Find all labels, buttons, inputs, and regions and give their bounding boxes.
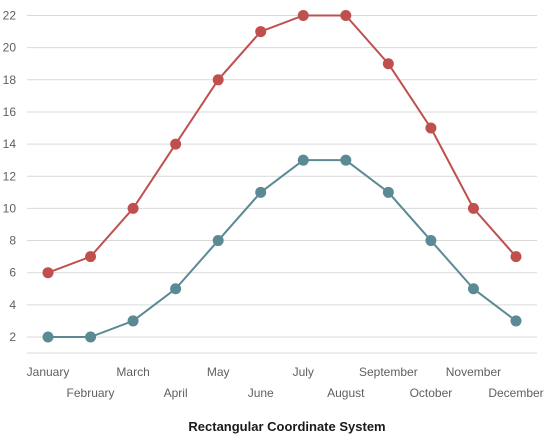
data-point[interactable]: [467, 202, 479, 214]
x-category-label: January: [27, 365, 70, 379]
y-tick-label: 2: [9, 330, 16, 344]
x-category-label: December: [488, 386, 543, 400]
data-point[interactable]: [340, 10, 352, 21]
y-tick-label: 6: [9, 266, 16, 280]
data-point[interactable]: [382, 58, 394, 70]
data-point[interactable]: [297, 10, 309, 21]
x-category-label: September: [359, 365, 418, 379]
x-category-label: June: [248, 386, 274, 400]
x-category-label: April: [164, 386, 188, 400]
series-line: [48, 159, 517, 338]
data-point[interactable]: [425, 235, 437, 247]
data-point[interactable]: [255, 186, 267, 198]
x-category-label: August: [327, 386, 365, 400]
data-point[interactable]: [340, 154, 352, 166]
data-point[interactable]: [212, 74, 224, 86]
data-point[interactable]: [510, 315, 522, 327]
x-category-label: November: [446, 365, 501, 379]
data-point[interactable]: [212, 235, 224, 247]
y-tick-label: 4: [9, 298, 16, 312]
data-point[interactable]: [127, 202, 139, 214]
data-point[interactable]: [297, 154, 309, 166]
x-category-label: February: [67, 386, 115, 400]
x-category-label: May: [207, 365, 230, 379]
x-category-label: October: [410, 386, 453, 400]
data-point[interactable]: [127, 315, 139, 327]
x-category-label: March: [116, 365, 149, 379]
y-tick-label: 18: [3, 73, 17, 87]
y-tick-label: 8: [9, 234, 16, 248]
y-tick-label: 10: [3, 201, 17, 215]
data-point[interactable]: [85, 251, 97, 263]
data-point[interactable]: [467, 283, 479, 295]
series-layer: [42, 10, 522, 343]
y-tick-label: 20: [3, 41, 17, 55]
x-category-label: July: [293, 365, 314, 379]
chart-title: Rectangular Coordinate System: [188, 419, 385, 434]
data-point[interactable]: [255, 26, 267, 38]
data-point[interactable]: [42, 331, 54, 343]
data-point[interactable]: [85, 331, 97, 343]
data-point[interactable]: [425, 122, 437, 134]
series-line: [47, 14, 517, 274]
y-axis-ticks: 2 4 6 8 10 12 14 16 18 20 22: [3, 9, 17, 345]
y-tick-label: 14: [3, 137, 17, 151]
data-point[interactable]: [170, 283, 182, 295]
data-point[interactable]: [382, 186, 394, 198]
data-point[interactable]: [42, 267, 54, 279]
y-tick-label: 16: [3, 105, 17, 119]
data-point[interactable]: [510, 251, 522, 263]
y-tick-label: 22: [3, 9, 17, 23]
data-point[interactable]: [170, 138, 182, 150]
y-tick-label: 12: [3, 169, 17, 183]
